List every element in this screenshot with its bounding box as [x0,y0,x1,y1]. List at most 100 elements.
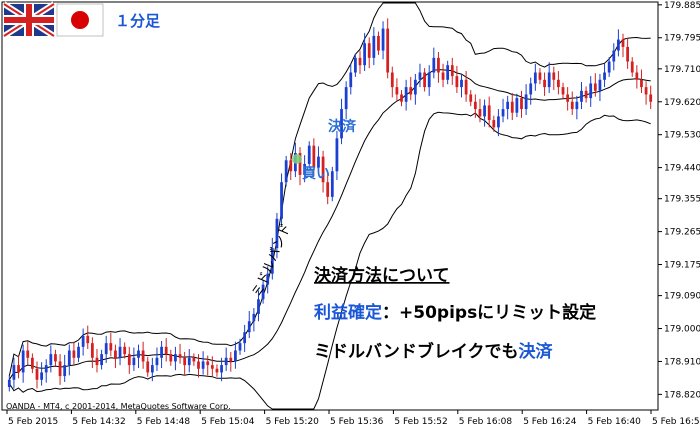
price-tick-label: 179.000 [664,325,700,335]
candle-body [49,354,53,366]
candle-body [63,365,67,377]
candle-body [612,50,616,62]
candle-body [450,65,454,77]
candle-body [621,39,625,47]
candle-body [547,72,551,88]
candle-body [584,90,588,99]
candle-body [312,145,316,168]
candle-body [90,343,94,358]
candle-body [197,361,200,369]
candle-body [247,321,251,333]
settle-annotation: 決済 [328,118,357,135]
candle-body [543,79,546,88]
candle-body [353,57,357,73]
candle-body [164,346,168,355]
candle-body [478,109,482,117]
candle-body [54,354,57,362]
candle-body [644,87,648,95]
candle-body [123,346,127,355]
candle-body [520,98,523,110]
candle-body [146,361,150,373]
candle-body [464,79,468,95]
candle-body [598,79,602,91]
candle-body [330,171,334,197]
candle-body [340,109,343,139]
plot-frame [1,1,659,411]
candle-body [17,365,20,373]
candle-body [497,116,500,128]
candle-body [483,105,486,117]
candle-body [26,350,30,358]
price-axis: 179.885 179.795 179.710 179.620 179.530 179.4… [658,1,700,400]
price-tick-label: 179.795 [664,34,700,44]
candle-body [12,365,16,380]
timeframe-label: １分足 [115,12,161,30]
candle-body [132,357,136,366]
candle-body [270,248,274,274]
price-tick-label: 179.530 [664,131,700,141]
candle-body [40,372,43,380]
candle-body [381,28,385,51]
candle-body [538,72,542,80]
candle-body [210,365,214,369]
candle-body [155,357,159,366]
candle-body [409,87,413,95]
candle-body [557,79,560,88]
middle-band-line [8,69,651,380]
candle-body [192,357,196,362]
candle-body [510,101,514,113]
candle-body [109,343,113,351]
candle-body [640,79,643,88]
candle-body [67,350,71,366]
candle-body [626,46,630,62]
price-tick-label: 179.090 [664,292,700,302]
candle-body [377,35,380,51]
time-tick-label: 5 Feb 15:20 [266,417,320,427]
candle-body [30,357,34,369]
candle-body [635,72,639,80]
candle-body [630,61,634,73]
candle-body [566,94,570,102]
price-tick-label: 179.175 [664,261,700,271]
candle-body [603,72,606,80]
candle-body [220,365,223,373]
notes-line3: ミドルバンドブレイクでも決済 [314,341,554,362]
candle-body [390,72,394,88]
candle-body [215,368,219,373]
candle-body [187,357,191,366]
notes-line2-suffix: ：+50pipsにリミット設定 [382,302,596,323]
price-tick-label: 179.885 [664,1,700,11]
candle-body [229,357,233,362]
time-tick-label: 5 Feb 16:40 [588,417,642,427]
time-tick-label: 5 Feb 16:08 [459,417,513,427]
candle-body [552,72,556,80]
candle-body [446,65,450,80]
candle-body [358,57,362,66]
candle-body [266,273,270,285]
candle-body [303,163,307,175]
lower-band-line [8,111,651,410]
candle-body [284,160,288,183]
candle-body [127,354,131,366]
candle-body [580,90,583,102]
candle-body [363,43,366,66]
candle-body [372,35,376,58]
candle-body [649,94,653,102]
candle-body [575,101,579,110]
candle-body [317,156,320,168]
candle-body [275,218,279,249]
candle-body [307,145,311,164]
buy-annotation: 買い [302,166,330,182]
candle-body [118,346,122,358]
candle-body [169,354,173,362]
candle-body [243,332,247,344]
candle-body [114,350,117,358]
candle-body [404,87,408,102]
candle-body [150,365,154,373]
candle-body [469,94,473,102]
candle-body [95,357,99,366]
candle-body [86,335,90,344]
bollinger-bands [8,2,651,410]
price-tick-label: 178.910 [664,357,700,367]
